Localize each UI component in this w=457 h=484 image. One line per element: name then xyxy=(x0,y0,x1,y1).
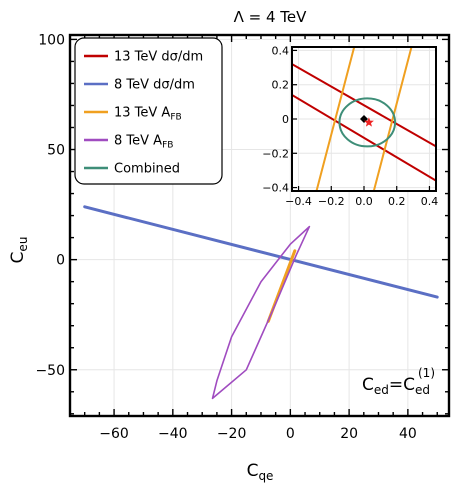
inset-star-marker xyxy=(364,117,374,127)
legend: 13 TeV dσ/dm 8 TeV dσ/dm 13 TeV AFB 8 TeV A… xyxy=(74,37,223,185)
x-axis-label-sub: qe xyxy=(258,469,273,483)
legend-label: Combined xyxy=(114,162,180,177)
y-tick-label: −50 xyxy=(35,363,65,379)
legend-box xyxy=(74,37,223,185)
x-axis-label: Cqe xyxy=(247,461,274,483)
legend-label: 8 TeV AFB xyxy=(114,134,173,151)
x-axis-label-main: C xyxy=(247,461,259,481)
inset-y-tick-label: −0.4 xyxy=(262,182,289,195)
annotation: Ced=Ced (1) xyxy=(362,366,435,397)
y-axis-label: Ceu xyxy=(8,237,30,264)
annotation-superscript: (1) xyxy=(418,366,435,380)
inset-orange-line xyxy=(372,47,413,191)
inset-red-line xyxy=(292,63,436,148)
y-tick-label: 100 xyxy=(38,32,65,48)
series-line xyxy=(83,205,439,299)
inset-x-tick-label: −0.4 xyxy=(285,195,312,208)
x-tick-label: −40 xyxy=(158,426,188,442)
x-tick-label: 0 xyxy=(286,426,295,442)
inset: −0.4 −0.2 0.0 0.2 0.4 −0.4 −0.2 0 0.2 0.4 xyxy=(262,44,438,208)
axis-ticks: −60 −40 −20 0 20 40 −50 0 50 100 xyxy=(35,32,449,442)
inset-x-tick-label: 0.2 xyxy=(388,195,406,208)
x-tick-label: 20 xyxy=(340,426,358,442)
inset-x-tick-label: 0.0 xyxy=(355,195,373,208)
legend-label: 13 TeV AFB xyxy=(114,106,182,123)
plot-frame xyxy=(68,33,451,418)
inset-orange-line xyxy=(315,47,356,191)
y-axis-label-sub: eu xyxy=(16,237,30,252)
svg-text:Ceu: Ceu xyxy=(8,237,30,264)
y-tick-label: 50 xyxy=(47,143,65,159)
legend-label: 13 TeV dσ/dm xyxy=(114,50,203,65)
inset-y-tick-label: 0.2 xyxy=(272,79,290,92)
inset-x-tick-label: 0.4 xyxy=(421,195,439,208)
chart-title: Λ = 4 TeV xyxy=(234,8,308,26)
legend-label: 8 TeV dσ/dm xyxy=(114,78,195,93)
x-tick-label: −60 xyxy=(99,426,129,442)
y-axis-label-main: C xyxy=(8,252,28,264)
y-tick-label: 0 xyxy=(56,253,65,269)
inset-green-ellipse xyxy=(338,97,397,148)
svg-text:Ced=Ced: Ced=Ced xyxy=(362,375,430,397)
inset-red-line xyxy=(292,94,436,182)
x-tick-label: 40 xyxy=(399,426,417,442)
x-tick-label: −20 xyxy=(217,426,247,442)
svg-text:Cqe: Cqe xyxy=(247,461,274,483)
inset-y-tick-label: 0 xyxy=(282,113,289,126)
inset-x-tick-label: −0.2 xyxy=(318,195,345,208)
series-ellipse xyxy=(211,225,311,400)
inset-y-tick-label: 0.4 xyxy=(272,44,290,57)
plot-series xyxy=(83,205,439,400)
inset-y-tick-label: −0.2 xyxy=(262,147,289,160)
